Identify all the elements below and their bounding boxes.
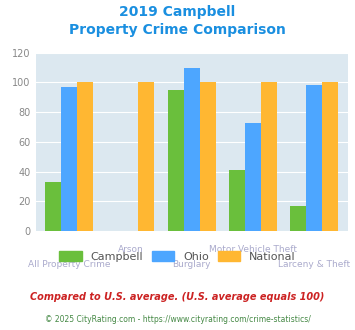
Legend: Campbell, Ohio, National: Campbell, Ohio, National (55, 247, 300, 267)
Bar (229, 170, 245, 231)
Bar (77, 82, 93, 231)
Bar (306, 85, 322, 231)
Text: Arson: Arson (118, 245, 143, 254)
Text: All Property Crime: All Property Crime (28, 260, 110, 269)
Bar (138, 82, 154, 231)
Bar (168, 90, 184, 231)
Text: © 2025 CityRating.com - https://www.cityrating.com/crime-statistics/: © 2025 CityRating.com - https://www.city… (45, 315, 310, 324)
Bar (245, 122, 261, 231)
Bar (184, 68, 200, 231)
Bar (322, 82, 338, 231)
Text: Larceny & Theft: Larceny & Theft (278, 260, 350, 269)
Text: Burglary: Burglary (173, 260, 211, 269)
Text: Property Crime Comparison: Property Crime Comparison (69, 23, 286, 37)
Text: Compared to U.S. average. (U.S. average equals 100): Compared to U.S. average. (U.S. average … (30, 292, 325, 302)
Bar (290, 206, 306, 231)
Bar (200, 82, 215, 231)
Text: 2019 Campbell: 2019 Campbell (119, 5, 236, 19)
Text: Motor Vehicle Theft: Motor Vehicle Theft (209, 245, 297, 254)
Bar (261, 82, 277, 231)
Bar (45, 182, 61, 231)
Bar (61, 87, 77, 231)
